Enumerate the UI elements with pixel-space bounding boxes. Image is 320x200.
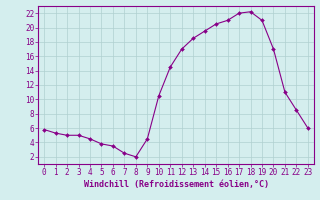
X-axis label: Windchill (Refroidissement éolien,°C): Windchill (Refroidissement éolien,°C) [84, 180, 268, 189]
